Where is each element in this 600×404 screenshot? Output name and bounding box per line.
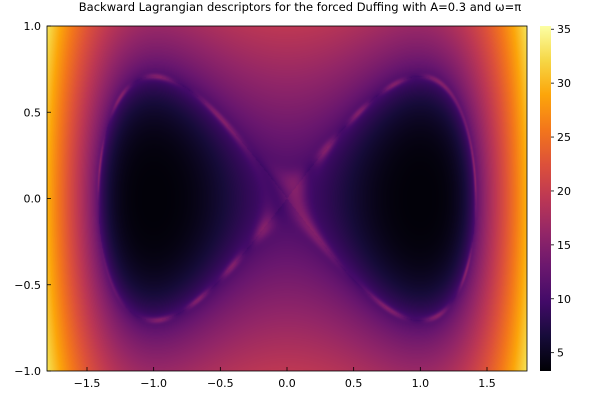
y-tick-label: 0.0	[24, 193, 42, 206]
colorbar-tick-label: 25	[557, 131, 571, 144]
colorbar-tick-label: 5	[557, 347, 564, 360]
x-tick-label: 1.5	[478, 377, 496, 390]
colorbar-tick-label: 35	[557, 23, 571, 36]
x-tick-label: −1.0	[140, 377, 167, 390]
colorbar: 5 10 15 20 25 30 35	[540, 23, 571, 371]
colorbar-tick-label: 15	[557, 239, 571, 252]
y-axis: 1.0 0.5 0.0 −0.5 −1.0	[14, 20, 51, 378]
x-tick-label: −1.5	[74, 377, 101, 390]
colorbar-gradient	[540, 26, 551, 371]
x-tick-label: 0.5	[345, 377, 363, 390]
colorbar-tick-label: 10	[557, 293, 571, 306]
y-tick-label: −0.5	[14, 279, 41, 292]
y-tick-label: 1.0	[24, 20, 42, 33]
plot-area	[47, 26, 527, 371]
x-axis: −1.5 −1.0 −0.5 0.0 0.5 1.0 1.5	[74, 367, 496, 390]
colorbar-tick-label: 30	[557, 77, 571, 90]
x-tick-label: −0.5	[207, 377, 234, 390]
y-tick-label: −1.0	[14, 365, 41, 378]
chart-title: Backward Lagrangian descriptors for the …	[79, 0, 521, 14]
x-tick-label: 0.0	[278, 377, 296, 390]
x-tick-label: 1.0	[412, 377, 430, 390]
heatmap-field	[47, 26, 527, 371]
colorbar-tick-label: 20	[557, 185, 571, 198]
y-tick-label: 0.5	[24, 106, 42, 119]
